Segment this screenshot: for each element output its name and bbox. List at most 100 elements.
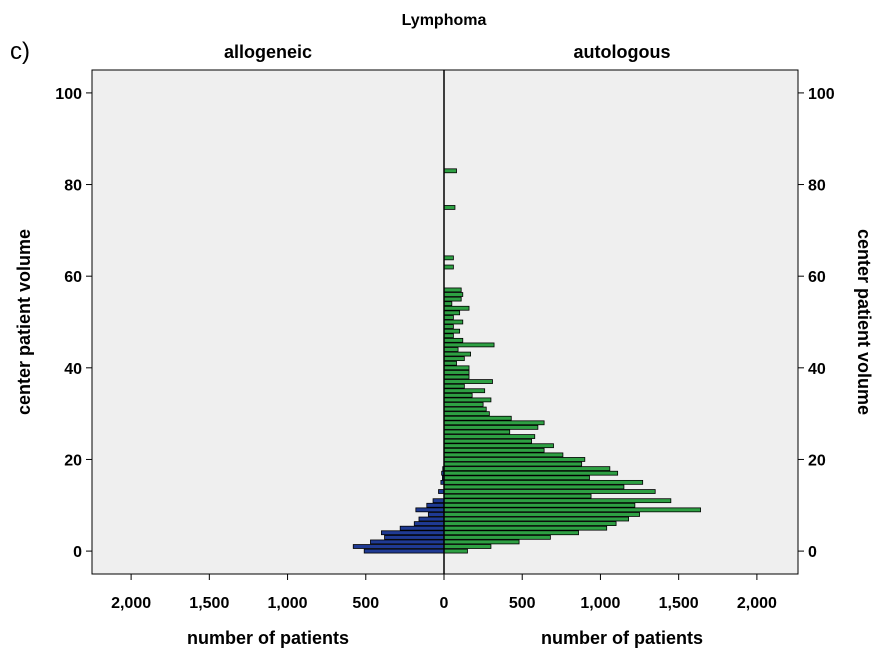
y-tick-label-left: 60 bbox=[64, 269, 82, 286]
right-subtitle: autologous bbox=[574, 42, 671, 62]
x-tick-label-left: 0 bbox=[440, 595, 449, 612]
ticks-layer: 0 0 20 20 40 40 60 60 80 80 100 100 2,000 1,500 1,000 5… bbox=[55, 86, 835, 612]
autologous-bar bbox=[443, 489, 656, 494]
autologous-bar bbox=[443, 356, 465, 362]
autologous-bar bbox=[443, 388, 486, 394]
autologous-bar bbox=[443, 475, 590, 481]
autologous-bar bbox=[443, 296, 462, 302]
x-tick-label-right: 1,000 bbox=[580, 595, 620, 612]
autologous-bar bbox=[443, 347, 459, 352]
autologous-bar bbox=[443, 452, 564, 458]
autologous-bar bbox=[443, 328, 461, 334]
autologous-bar bbox=[443, 301, 453, 307]
autologous-bar bbox=[443, 484, 625, 490]
autologous-bar bbox=[443, 310, 461, 316]
autologous-bar bbox=[443, 392, 473, 398]
autologous-bar bbox=[443, 429, 511, 435]
autologous-bar bbox=[443, 447, 545, 453]
allogeneic-bar bbox=[427, 512, 445, 517]
autologous-bar bbox=[443, 461, 583, 467]
x-tick-label-left: 1,500 bbox=[189, 595, 229, 612]
allogeneic-bar bbox=[432, 498, 445, 504]
autologous-bar bbox=[443, 443, 554, 449]
autologous-bar bbox=[443, 521, 617, 526]
autologous-bar bbox=[443, 305, 470, 311]
x-tick-label-left: 2,000 bbox=[111, 595, 151, 612]
x-tick-label-left: 500 bbox=[352, 595, 379, 612]
y-axis-label-right: center patient volume bbox=[854, 229, 874, 415]
autologous-bar bbox=[443, 420, 545, 426]
autologous-bar bbox=[443, 539, 520, 545]
allogeneic-bar bbox=[418, 516, 445, 522]
allogeneic-bar bbox=[415, 507, 445, 513]
autologous-bar bbox=[443, 493, 592, 499]
autologous-bar bbox=[443, 507, 701, 513]
y-tick-label-left: 0 bbox=[73, 544, 82, 561]
autologous-bar bbox=[443, 337, 464, 343]
y-axis-label-left: center patient volume bbox=[14, 229, 34, 415]
x-axis-label-right: number of patients bbox=[541, 628, 703, 648]
autologous-bar bbox=[443, 530, 579, 536]
autologous-bar bbox=[443, 544, 492, 549]
allogeneic-bar bbox=[381, 530, 445, 536]
autologous-bar bbox=[443, 438, 533, 444]
autologous-bar bbox=[443, 415, 512, 421]
allogeneic-bar bbox=[352, 544, 445, 549]
autologous-bar bbox=[443, 365, 470, 371]
autologous-bar bbox=[443, 168, 457, 174]
autologous-bar bbox=[443, 370, 470, 375]
allogeneic-bar bbox=[438, 489, 445, 494]
autologous-bar bbox=[443, 315, 454, 320]
autologous-bar bbox=[443, 351, 472, 357]
autologous-bar bbox=[443, 548, 468, 554]
autologous-bar bbox=[443, 411, 490, 417]
autologous-bar bbox=[443, 374, 470, 380]
y-tick-label-right: 0 bbox=[808, 544, 817, 561]
autologous-bar bbox=[443, 360, 457, 366]
x-tick-label-left: 1,000 bbox=[268, 595, 308, 612]
y-tick-label-left: 20 bbox=[64, 452, 82, 469]
y-tick-label-right: 40 bbox=[808, 361, 826, 378]
y-tick-label-left: 80 bbox=[64, 178, 82, 195]
autologous-bar bbox=[443, 470, 619, 476]
allogeneic-bar bbox=[384, 534, 445, 540]
y-tick-label-left: 100 bbox=[55, 86, 82, 103]
autologous-bar bbox=[443, 402, 484, 407]
autologous-bar bbox=[443, 379, 493, 384]
autologous-bar bbox=[443, 406, 487, 412]
y-tick-label-right: 100 bbox=[808, 86, 835, 103]
autologous-bar bbox=[443, 333, 454, 339]
bars-layer bbox=[352, 168, 701, 554]
autologous-bar bbox=[443, 479, 644, 485]
autologous-bar bbox=[443, 264, 454, 270]
autologous-bar bbox=[443, 287, 462, 293]
autologous-bar bbox=[443, 534, 551, 540]
x-tick-label-right: 500 bbox=[509, 595, 536, 612]
autologous-bar bbox=[443, 498, 672, 504]
autologous-bar bbox=[443, 516, 630, 522]
allogeneic-bar bbox=[363, 548, 445, 554]
autologous-bar bbox=[443, 425, 539, 430]
x-tick-label-right: 1,500 bbox=[659, 595, 699, 612]
allogeneic-bar bbox=[426, 502, 445, 508]
y-tick-label-left: 40 bbox=[64, 361, 82, 378]
autologous-bar bbox=[443, 324, 454, 329]
autologous-bar bbox=[443, 342, 495, 348]
x-axis-label-left: number of patients bbox=[187, 628, 349, 648]
panel-label: c) bbox=[10, 38, 30, 65]
autologous-bar bbox=[443, 466, 611, 471]
autologous-bar bbox=[443, 383, 465, 389]
autologous-bar bbox=[443, 292, 464, 297]
autologous-bar bbox=[443, 397, 492, 403]
autologous-bar bbox=[443, 205, 456, 210]
x-tick-label-right: 2,000 bbox=[737, 595, 777, 612]
autologous-bar bbox=[443, 457, 586, 462]
chart-title: Lymphoma bbox=[402, 12, 487, 29]
allogeneic-bar bbox=[413, 521, 445, 526]
left-subtitle: allogeneic bbox=[224, 42, 312, 62]
autologous-bar bbox=[443, 502, 636, 508]
autologous-bar bbox=[443, 434, 536, 439]
autologous-bar bbox=[443, 255, 454, 261]
autologous-bar bbox=[443, 512, 640, 517]
